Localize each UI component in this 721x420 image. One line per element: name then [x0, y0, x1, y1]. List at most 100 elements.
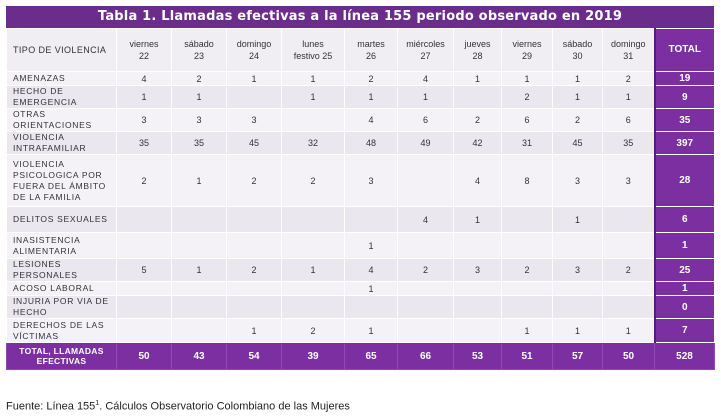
- value-cell: [552, 232, 603, 259]
- value-cell: 1: [226, 71, 282, 86]
- value-cell: 3: [344, 154, 398, 207]
- value-cell: 48: [344, 131, 398, 155]
- value-cell: [171, 232, 227, 259]
- row-total-cell: 35: [653, 108, 715, 132]
- value-cell: 2: [344, 71, 398, 86]
- value-cell: [171, 206, 227, 233]
- table-row: HECHO DE EMERGENCIA 1 1 1 1 1 2 1 1 9: [6, 85, 715, 109]
- violence-type-label: ACOSO LABORAL: [6, 281, 117, 296]
- day-name: domingo: [236, 39, 272, 49]
- value-cell: [397, 318, 454, 343]
- value-cell: 2: [602, 258, 655, 282]
- value-cell: 2: [281, 318, 345, 343]
- value-cell: 45: [552, 131, 603, 155]
- value-cell: [281, 232, 345, 259]
- day-name: martes: [357, 39, 385, 49]
- value-cell: 2: [116, 154, 172, 207]
- value-cell: 2: [552, 108, 603, 132]
- value-cell: [453, 281, 502, 296]
- value-cell: [281, 295, 345, 319]
- value-cell: 4: [397, 71, 454, 86]
- table-body: AMENAZAS 4 2 1 1 2 4 1 1 1 2 19 HECHO DE EMERGENCIA 1…: [6, 71, 715, 343]
- column-total-cell: 43: [171, 342, 227, 370]
- value-cell: 1: [344, 85, 398, 109]
- column-total-cell: 57: [552, 342, 603, 370]
- day-name: lunes: [302, 39, 324, 49]
- source-note: Fuente: Línea 1551. Cálculos Observatori…: [6, 400, 350, 413]
- value-cell: [602, 232, 655, 259]
- value-cell: 1: [171, 85, 227, 109]
- violence-type-label: INASISTENCIA ALIMENTARIA: [6, 232, 117, 259]
- day-date: 29: [521, 51, 532, 61]
- value-cell: 1: [552, 71, 603, 86]
- day-column-header: jueves 28: [453, 28, 502, 72]
- table-row: AMENAZAS 4 2 1 1 2 4 1 1 1 2 19: [6, 71, 715, 86]
- value-cell: 3: [226, 108, 282, 132]
- value-cell: 3: [171, 108, 227, 132]
- table-title: Tabla 1. Llamadas efectivas a la línea 1…: [6, 6, 714, 28]
- table-row: INASISTENCIA ALIMENTARIA 1 1: [6, 232, 715, 259]
- value-cell: 2: [501, 258, 553, 282]
- value-cell: [397, 295, 454, 319]
- day-date: 22: [138, 51, 149, 61]
- value-cell: [226, 85, 282, 109]
- value-cell: [116, 318, 172, 343]
- value-cell: [116, 281, 172, 296]
- row-total-cell: 0: [653, 295, 715, 319]
- value-cell: [501, 206, 553, 233]
- day-date: 24: [248, 51, 259, 61]
- day-column-header: lunes festivo 25: [281, 28, 345, 72]
- table-row: DERECHOS DE LAS VÍCTIMAS 1 2 1 1 1 1 7: [6, 318, 715, 343]
- day-column-header: martes 26: [344, 28, 398, 72]
- value-cell: 2: [281, 154, 345, 207]
- value-cell: [281, 108, 345, 132]
- row-total-cell: 25: [653, 258, 715, 282]
- value-cell: 3: [552, 258, 603, 282]
- value-cell: 1: [344, 318, 398, 343]
- totals-row: TOTAL, LLAMADAS EFECTIVAS 50 43 54 39 65 66 53…: [6, 342, 715, 370]
- value-cell: 8: [501, 154, 553, 207]
- value-cell: [397, 232, 454, 259]
- value-cell: 31: [501, 131, 553, 155]
- value-cell: 49: [397, 131, 454, 155]
- column-total-cell: 50: [116, 342, 172, 370]
- day-column-header: viernes 22: [116, 28, 172, 72]
- value-cell: [552, 295, 603, 319]
- value-cell: 42: [453, 131, 502, 155]
- value-cell: 1: [397, 85, 454, 109]
- value-cell: [602, 281, 655, 296]
- value-cell: [602, 295, 655, 319]
- value-cell: [171, 295, 227, 319]
- value-cell: 4: [116, 71, 172, 86]
- value-cell: [344, 206, 398, 233]
- violence-type-label: DERECHOS DE LAS VÍCTIMAS: [6, 318, 117, 343]
- value-cell: 2: [171, 71, 227, 86]
- value-cell: [226, 281, 282, 296]
- total-column-header: TOTAL: [653, 28, 715, 72]
- day-date: 30: [572, 51, 583, 61]
- value-cell: 3: [116, 108, 172, 132]
- violence-type-label: DELITOS SEXUALES: [6, 206, 117, 233]
- value-cell: 1: [281, 85, 345, 109]
- value-cell: [552, 281, 603, 296]
- value-cell: 32: [281, 131, 345, 155]
- column-total-cell: 51: [501, 342, 553, 370]
- day-date: 27: [420, 51, 431, 61]
- value-cell: 4: [397, 206, 454, 233]
- value-cell: 1: [552, 318, 603, 343]
- row-total-cell: 9: [653, 85, 715, 109]
- value-cell: [501, 281, 553, 296]
- day-column-header: viernes 29: [501, 28, 553, 72]
- value-cell: [453, 295, 502, 319]
- row-total-cell: 6: [653, 206, 715, 233]
- value-cell: [453, 318, 502, 343]
- table-row: LESIONES PERSONALES 5 1 2 1 4 2 3 2 3 2 25: [6, 258, 715, 282]
- violence-type-label: HECHO DE EMERGENCIA: [6, 85, 117, 109]
- column-total-cell: 50: [602, 342, 655, 370]
- day-name: miércoles: [406, 39, 445, 49]
- day-date: festivo 25: [293, 51, 333, 61]
- value-cell: 35: [602, 131, 655, 155]
- day-name: viernes: [129, 39, 159, 49]
- value-cell: [453, 232, 502, 259]
- value-cell: 1: [602, 318, 655, 343]
